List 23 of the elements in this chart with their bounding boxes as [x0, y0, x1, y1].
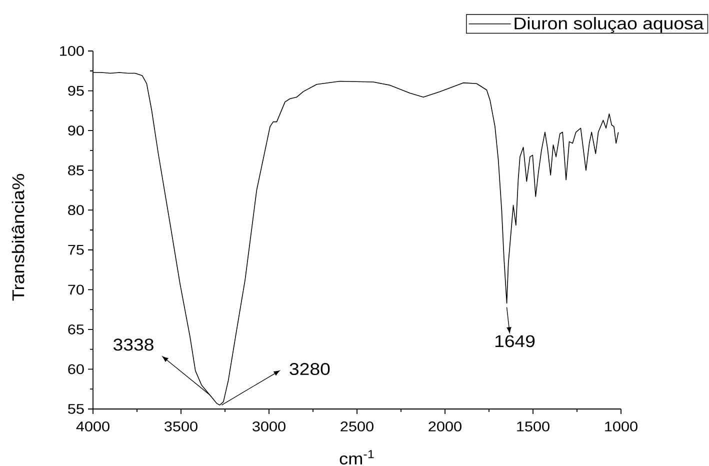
x-tick-label: 3000	[252, 422, 286, 432]
x-tick-label: 1000	[605, 422, 638, 432]
x-tick-label: 2500	[340, 422, 374, 432]
y-tick-label: 100	[60, 46, 84, 56]
y-tick-label: 85	[68, 165, 84, 176]
y-tick-label: 55	[68, 404, 84, 414]
y-axis-title: Transbitância%	[12, 174, 24, 301]
annotation: 1649	[495, 335, 535, 348]
x-tick-label: 2000	[428, 422, 462, 432]
y-tick-label: 90	[68, 126, 84, 136]
y-tick-label: 80	[68, 205, 84, 216]
x-tick-label: 1500	[517, 422, 550, 432]
y-tick-label: 70	[68, 284, 84, 295]
legend-label: Diuron soluçao aquosa	[514, 16, 704, 33]
y-tick-label: 60	[68, 364, 84, 374]
x-tick-label: 4000	[76, 422, 110, 432]
x-axis-title: cm$^{-1}$	[340, 450, 374, 464]
y-tick-label: 75	[68, 245, 84, 255]
y-tick-label: 65	[68, 324, 84, 334]
annotation: 3338	[113, 338, 154, 351]
y-tick-label: 95	[68, 86, 84, 96]
annotation: 3280	[290, 363, 330, 376]
x-tick-label: 3500	[164, 422, 198, 432]
